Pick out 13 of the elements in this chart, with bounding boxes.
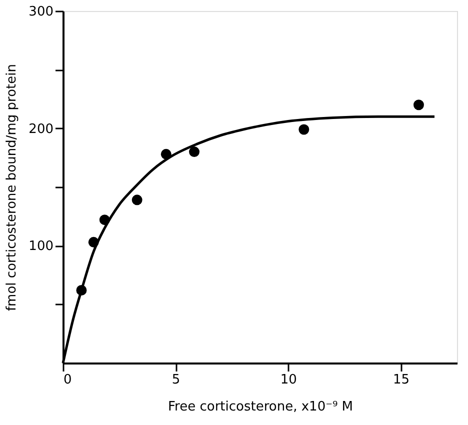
y-tick-label: 200 [28, 122, 54, 137]
x-axis-title: Free corticosterone, x10⁻⁹ M [168, 400, 354, 414]
point [189, 146, 200, 158]
x-tick-label: 10 [280, 372, 297, 388]
point [413, 100, 424, 110]
y-tick-label: 300 [28, 4, 54, 20]
point [132, 194, 142, 206]
x-tick-label: 15 [392, 372, 410, 388]
y-tick-label: 100 [28, 239, 54, 254]
y-axis-title: fmol corticosterone bound/mg protein [4, 64, 20, 312]
x-tick-label: 5 [172, 372, 180, 388]
x-tick-label: 0 [64, 372, 72, 388]
point [298, 124, 310, 135]
